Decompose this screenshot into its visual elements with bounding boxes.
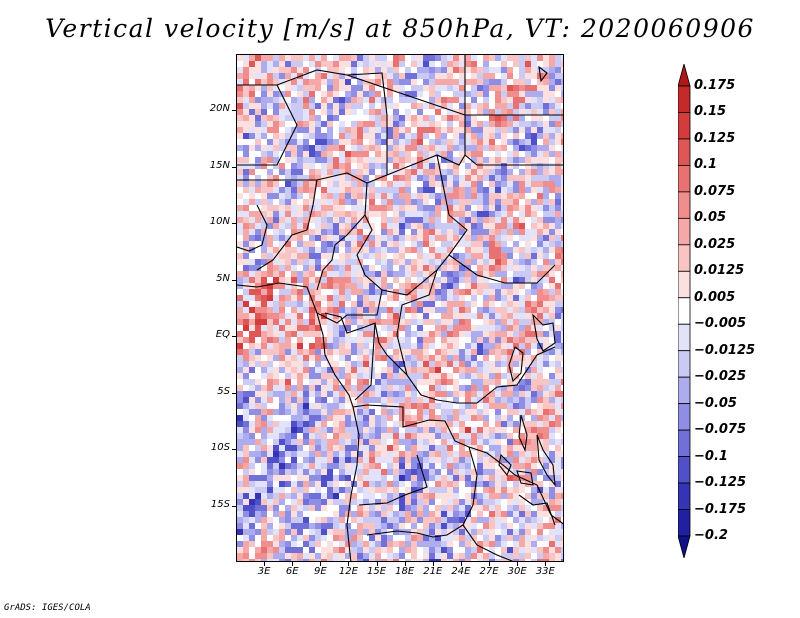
lon-tick — [292, 562, 294, 566]
lat-label: 5S — [217, 385, 230, 397]
lon-tick — [404, 562, 406, 566]
colorbar-swatch — [678, 323, 691, 352]
colorbar-swatch — [678, 456, 691, 484]
lon-tick — [545, 562, 547, 566]
lon-label: 6E — [285, 566, 299, 577]
colorbar-label: 0.125 — [694, 130, 736, 146]
lon-tick — [348, 562, 350, 566]
colorbar-label: −0.1 — [694, 448, 728, 464]
colorbar-label: −0.175 — [694, 501, 747, 517]
colorbar-swatch — [678, 165, 691, 193]
lon-label: 33E — [535, 566, 555, 577]
lon-label: 21E — [423, 566, 443, 577]
lon-label: 18E — [395, 566, 415, 577]
colorbar-label: 0.025 — [694, 236, 736, 252]
lon-tick — [376, 562, 378, 566]
colorbar-swatch — [678, 85, 691, 113]
colorbar-label: −0.0125 — [694, 342, 756, 358]
lon-tick — [489, 562, 491, 566]
lat-tick — [232, 166, 236, 168]
colorbar-label: 0.175 — [694, 78, 736, 93]
lat-tick — [232, 336, 236, 338]
lon-tick — [460, 562, 462, 566]
colorbar-swatch — [678, 191, 691, 219]
colorbar-swatch — [678, 509, 691, 537]
colorbar-label: −0.2 — [694, 528, 728, 543]
colorbar-label: −0.05 — [694, 395, 737, 411]
colorbar-swatch — [678, 297, 691, 325]
lon-label: 12E — [338, 566, 358, 577]
lon-tick — [432, 562, 434, 566]
lon-tick — [320, 562, 322, 566]
lon-label: 15E — [367, 566, 387, 577]
colorbar-swatch — [678, 64, 691, 87]
lon-tick — [517, 562, 519, 566]
grads-credit: GrADS: IGES/COLA — [4, 603, 91, 613]
colorbar-swatch — [678, 403, 691, 431]
lat-tick — [232, 110, 236, 112]
lat-tick — [232, 392, 236, 394]
colorbar-swatch — [678, 112, 691, 140]
colorbar-swatch — [678, 217, 691, 246]
lat-tick — [232, 505, 236, 507]
colorbar-label: 0.1 — [694, 157, 718, 173]
map-title: Vertical velocity [m/s] at 850hPa, VT: 2… — [45, 14, 755, 43]
colorbar-swatch — [678, 244, 691, 272]
colorbar-swatch — [678, 138, 691, 166]
colorbar-label: −0.005 — [694, 316, 747, 332]
colorbar-label: 0.075 — [694, 183, 736, 199]
colorbar-swatch — [678, 535, 691, 558]
colorbar-label: 0.15 — [694, 104, 727, 120]
velocity-field — [237, 55, 563, 561]
colorbar-label: −0.025 — [694, 369, 747, 385]
lat-label: 15N — [209, 159, 230, 171]
lon-label: 27E — [479, 566, 499, 577]
lon-label: 30E — [507, 566, 527, 577]
lat-label: 15S — [210, 498, 230, 510]
lat-tick — [232, 279, 236, 281]
lon-label: 3E — [257, 566, 271, 577]
lon-label: 9E — [313, 566, 327, 577]
colorbar-swatch — [678, 350, 691, 378]
lat-tick — [232, 223, 236, 225]
colorbar-label: −0.125 — [694, 475, 747, 491]
map-panel — [236, 54, 564, 562]
lon-tick — [264, 562, 266, 566]
lat-label: EQ — [215, 329, 230, 341]
lat-tick — [232, 449, 236, 451]
country-borders — [237, 55, 563, 561]
colorbar-label: 0.0125 — [694, 263, 745, 279]
colorbar-label: 0.05 — [694, 210, 727, 226]
lat-label: 10N — [209, 216, 230, 228]
colorbar-label: −0.075 — [694, 422, 747, 438]
colorbar-swatch — [678, 270, 691, 299]
lat-label: 5N — [216, 272, 230, 284]
lon-label: 24E — [451, 566, 471, 577]
lat-label: 10S — [210, 442, 230, 454]
colorbar-label: 0.005 — [694, 289, 736, 305]
colorbar — [678, 64, 691, 558]
colorbar-swatch — [678, 429, 691, 457]
colorbar-swatch — [678, 482, 691, 510]
colorbar-swatch — [678, 376, 691, 405]
lat-label: 20N — [209, 103, 230, 115]
